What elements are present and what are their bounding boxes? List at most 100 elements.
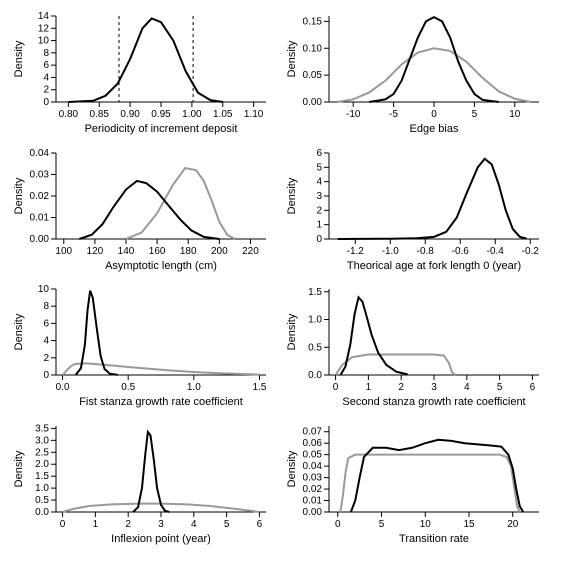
ytick-label: 0 xyxy=(43,370,49,381)
density-curve-gray xyxy=(63,363,260,375)
y-axis-label: Density xyxy=(13,450,25,487)
ytick-label: 0 xyxy=(316,234,322,245)
ytick-label: 0.00 xyxy=(30,234,50,245)
ytick-label: 1 xyxy=(316,219,322,230)
xtick-label: 5 xyxy=(471,109,477,120)
density-curve-black xyxy=(79,180,219,238)
xtick-label: 100 xyxy=(55,246,72,257)
xtick-label: 2 xyxy=(125,519,131,530)
x-axis-label: Fist stanza growth rate coefficient xyxy=(79,396,243,408)
xtick-label: 4 xyxy=(464,382,470,393)
xtick-label: 120 xyxy=(87,246,104,257)
ytick-label: 0.15 xyxy=(302,16,322,27)
density-curve-black xyxy=(340,297,407,375)
ytick-label: 0.0 xyxy=(308,370,322,381)
density-panel-4: 0.00.51.01.50246810Fist stanza growth ra… xyxy=(8,281,281,418)
xtick-label: -0.2 xyxy=(521,246,539,257)
ytick-label: 1.5 xyxy=(35,471,49,482)
ytick-label: 8 xyxy=(43,48,49,59)
xtick-label: 0.5 xyxy=(121,382,135,393)
y-axis-label: Density xyxy=(286,40,298,77)
ytick-label: 12 xyxy=(38,23,50,34)
panel-svg: 01234560.00.51.01.52.02.53.03.5Inflexion… xyxy=(8,418,280,554)
xtick-label: 1.00 xyxy=(182,109,202,120)
panel-svg: -1.2-1.0-0.8-0.6-0.4-0.20123456Theorical… xyxy=(281,145,553,281)
panel-svg: -10-505100.000.050.100.15Edge biasDensit… xyxy=(281,8,553,144)
ytick-label: 1.0 xyxy=(308,315,322,326)
ytick-label: 0.01 xyxy=(30,212,50,223)
density-panel-7: 051015200.000.010.020.030.040.050.060.07… xyxy=(281,418,554,555)
y-axis-label: Density xyxy=(13,177,25,214)
ytick-label: 2.0 xyxy=(35,459,49,470)
xtick-label: 0 xyxy=(431,109,437,120)
xtick-label: -1.2 xyxy=(346,246,364,257)
ytick-label: 3.5 xyxy=(35,423,49,434)
ytick-label: 4 xyxy=(316,176,322,187)
xtick-label: 1.10 xyxy=(244,109,264,120)
chart-grid: 0.800.850.900.951.001.051.1002468101214P… xyxy=(8,8,553,554)
x-axis-label: Theorical age at fork length 0 (year) xyxy=(346,260,520,272)
ytick-label: 0.06 xyxy=(302,438,322,449)
y-axis-label: Density xyxy=(286,450,298,487)
panel-svg: 01234560.00.51.01.5Second stanza growth … xyxy=(281,281,553,417)
xtick-label: 1 xyxy=(93,519,99,530)
panel-svg: 051015200.000.010.020.030.040.050.060.07… xyxy=(281,418,553,554)
xtick-label: 1 xyxy=(365,382,371,393)
ytick-label: 1.5 xyxy=(308,287,322,298)
xtick-label: 220 xyxy=(242,246,259,257)
ytick-label: 6 xyxy=(43,318,49,329)
ytick-label: 14 xyxy=(38,11,50,22)
ytick-label: 0.00 xyxy=(302,507,322,518)
density-panel-2: 1001201401601802002200.000.010.020.030.0… xyxy=(8,145,281,282)
density-curve-black xyxy=(350,439,522,511)
density-curve-black xyxy=(68,18,222,102)
xtick-label: 1.0 xyxy=(187,382,201,393)
density-panel-5: 01234560.00.51.01.5Second stanza growth … xyxy=(281,281,554,418)
ytick-label: 0 xyxy=(43,97,49,108)
xtick-label: 4 xyxy=(191,519,197,530)
xtick-label: 0.95 xyxy=(151,109,171,120)
xtick-label: -10 xyxy=(346,109,361,120)
xtick-label: 180 xyxy=(180,246,197,257)
y-axis-label: Density xyxy=(286,177,298,214)
xtick-label: -0.6 xyxy=(451,246,469,257)
x-axis-label: Transition rate xyxy=(399,533,469,545)
ytick-label: 6 xyxy=(316,148,322,159)
xtick-label: 10 xyxy=(509,109,521,120)
panel-svg: 0.800.850.900.951.001.051.1002468101214P… xyxy=(8,8,280,144)
xtick-label: -1.0 xyxy=(381,246,399,257)
ytick-label: 4 xyxy=(43,72,49,83)
density-panel-6: 01234560.00.51.01.52.02.53.03.5Inflexion… xyxy=(8,418,281,555)
y-axis-label: Density xyxy=(13,313,25,350)
xtick-label: 5 xyxy=(496,382,502,393)
ytick-label: 10 xyxy=(38,284,50,295)
xtick-label: 0.85 xyxy=(90,109,110,120)
xtick-label: 5 xyxy=(224,519,230,530)
panel-svg: 1001201401601802002200.000.010.020.030.0… xyxy=(8,145,280,281)
ytick-label: 0.02 xyxy=(30,191,50,202)
ytick-label: 3 xyxy=(316,191,322,202)
ytick-label: 0.05 xyxy=(302,70,322,81)
xtick-label: 200 xyxy=(211,246,228,257)
xtick-label: 0.90 xyxy=(120,109,140,120)
ytick-label: 5 xyxy=(316,162,322,173)
x-axis-label: Edge bias xyxy=(409,123,458,135)
xtick-label: 5 xyxy=(378,519,384,530)
xtick-label: -5 xyxy=(389,109,398,120)
ytick-label: 8 xyxy=(43,301,49,312)
density-curve-gray xyxy=(337,48,531,102)
x-axis-label: Inflexion point (year) xyxy=(111,533,211,545)
xtick-label: 0 xyxy=(334,519,340,530)
xtick-label: -0.8 xyxy=(416,246,434,257)
ytick-label: 1.0 xyxy=(35,483,49,494)
density-curve-black xyxy=(76,291,118,375)
ytick-label: 0.03 xyxy=(30,169,50,180)
ytick-label: 0.03 xyxy=(302,472,322,483)
ytick-label: 10 xyxy=(38,36,50,47)
ytick-label: 0.00 xyxy=(302,97,322,108)
ytick-label: 2 xyxy=(316,205,322,216)
density-curve-black xyxy=(337,158,526,238)
xtick-label: 6 xyxy=(257,519,263,530)
ytick-label: 0.05 xyxy=(302,449,322,460)
ytick-label: 0.07 xyxy=(302,426,322,437)
